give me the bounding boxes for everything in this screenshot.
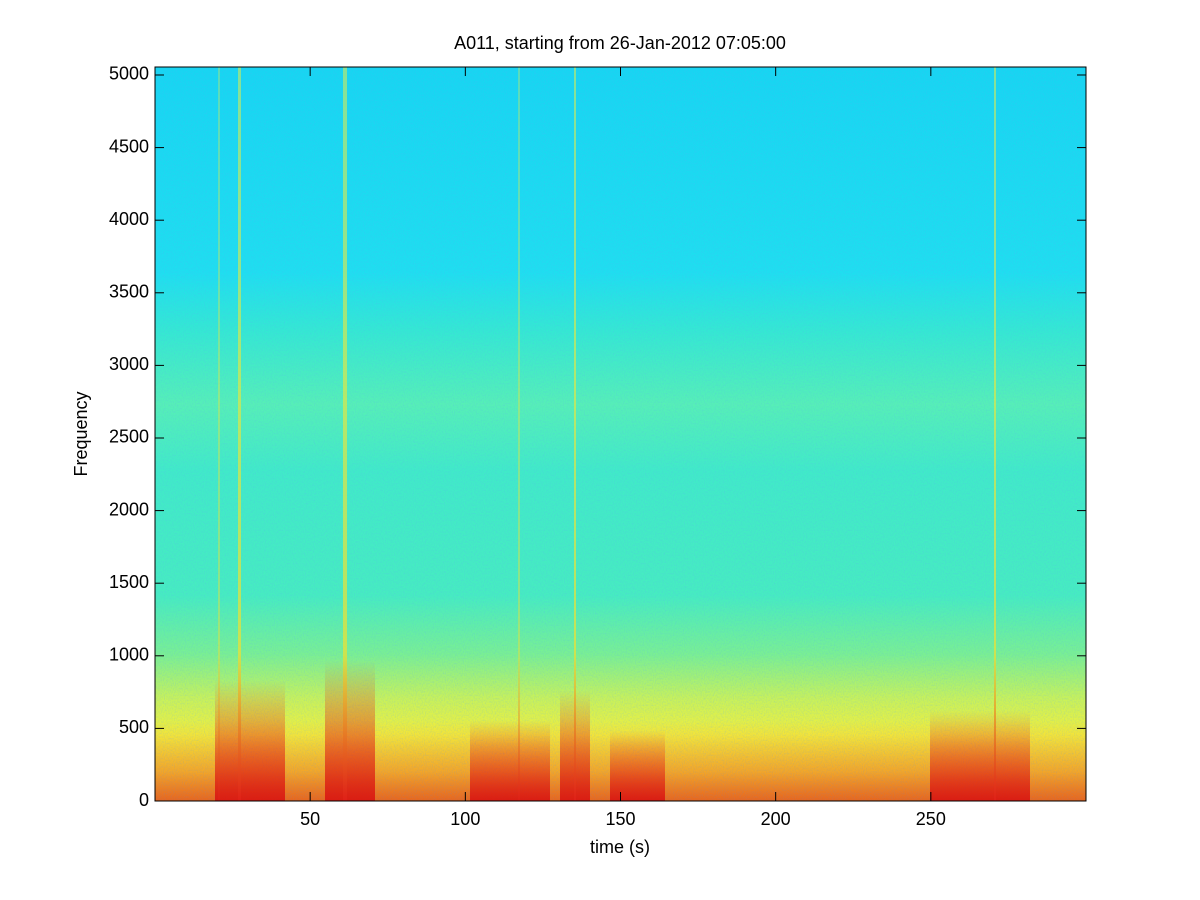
x-axis-label: time (s) bbox=[590, 837, 650, 857]
y-tick-label: 1000 bbox=[109, 645, 149, 665]
x-tick-label: 100 bbox=[450, 809, 480, 829]
x-tick-label: 250 bbox=[916, 809, 946, 829]
y-tick-label: 500 bbox=[119, 717, 149, 737]
y-tick-label: 5000 bbox=[109, 64, 149, 84]
y-tick-label: 4000 bbox=[109, 209, 149, 229]
chart-title: A011, starting from 26-Jan-2012 07:05:00 bbox=[454, 33, 786, 53]
y-tick-label: 4500 bbox=[109, 136, 149, 156]
x-tick-label: 50 bbox=[300, 809, 320, 829]
y-axis-label: Frequency bbox=[71, 391, 91, 476]
y-tick-label: 1500 bbox=[109, 572, 149, 592]
x-tick-label: 200 bbox=[761, 809, 791, 829]
x-tick-label: 150 bbox=[605, 809, 635, 829]
spectrogram-image bbox=[155, 67, 1086, 801]
y-tick-label: 3500 bbox=[109, 282, 149, 302]
y-tick-label: 2500 bbox=[109, 427, 149, 447]
y-tick-label: 0 bbox=[139, 790, 149, 810]
y-tick-label: 3000 bbox=[109, 354, 149, 374]
y-tick-label: 2000 bbox=[109, 499, 149, 519]
